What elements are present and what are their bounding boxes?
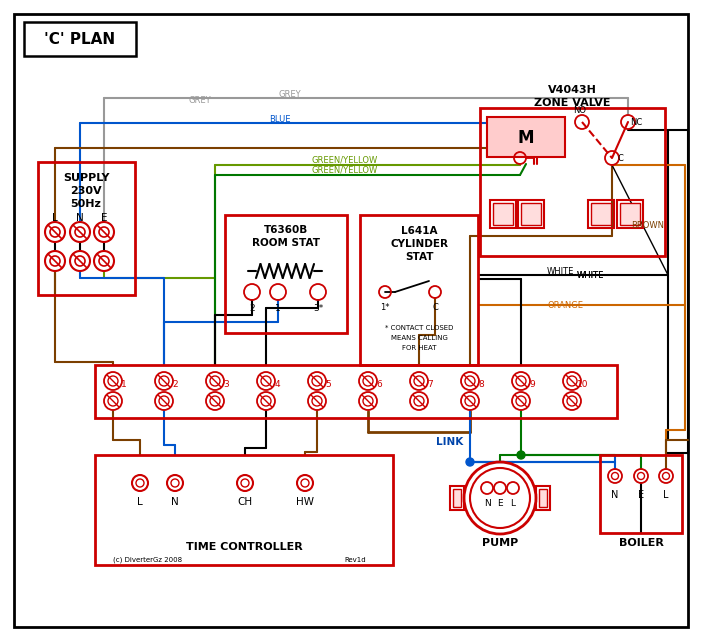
Text: M: M: [518, 129, 534, 147]
Text: LINK: LINK: [437, 437, 463, 447]
FancyBboxPatch shape: [453, 489, 461, 507]
Text: ZONE VALVE: ZONE VALVE: [534, 98, 610, 108]
Text: HW: HW: [296, 497, 314, 507]
Text: PUMP: PUMP: [482, 538, 518, 548]
Text: CH: CH: [237, 497, 253, 507]
Text: 4: 4: [274, 379, 280, 388]
Text: BOILER: BOILER: [618, 538, 663, 548]
Text: BLUE: BLUE: [270, 115, 291, 124]
Text: 8: 8: [478, 379, 484, 388]
Text: L: L: [137, 497, 143, 507]
Text: ORANGE: ORANGE: [547, 301, 583, 310]
Text: N: N: [484, 499, 491, 508]
FancyBboxPatch shape: [521, 203, 541, 225]
Text: T6360B: T6360B: [264, 225, 308, 235]
Text: 1*: 1*: [380, 303, 390, 312]
Text: 1: 1: [275, 303, 281, 313]
Text: E: E: [101, 213, 107, 223]
FancyBboxPatch shape: [493, 203, 513, 225]
Text: 'C' PLAN: 'C' PLAN: [44, 31, 116, 47]
Circle shape: [517, 451, 525, 459]
Text: GREEN/YELLOW: GREEN/YELLOW: [312, 165, 378, 174]
Text: * CONTACT CLOSED: * CONTACT CLOSED: [385, 325, 453, 331]
Text: 3*: 3*: [313, 303, 323, 313]
Text: C: C: [617, 153, 623, 163]
Text: 2: 2: [249, 303, 255, 313]
Text: 9: 9: [529, 379, 535, 388]
Text: GREY: GREY: [279, 90, 301, 99]
Text: L: L: [510, 499, 515, 508]
Text: N: N: [76, 213, 84, 223]
Text: 5: 5: [325, 379, 331, 388]
Text: C: C: [432, 303, 438, 312]
Text: N: N: [171, 497, 179, 507]
Text: NO: NO: [574, 106, 586, 115]
Text: 7: 7: [427, 379, 433, 388]
Text: V4043H: V4043H: [548, 85, 597, 95]
Text: (c) DiverterGz 2008: (c) DiverterGz 2008: [114, 557, 183, 563]
FancyBboxPatch shape: [591, 203, 611, 225]
Text: BROWN: BROWN: [631, 221, 664, 229]
Text: TIME CONTROLLER: TIME CONTROLLER: [185, 542, 303, 552]
Text: WHITE: WHITE: [576, 271, 604, 279]
FancyBboxPatch shape: [539, 489, 547, 507]
Text: E: E: [497, 499, 503, 508]
Text: GREEN/YELLOW: GREEN/YELLOW: [312, 156, 378, 165]
Text: MEANS CALLING: MEANS CALLING: [390, 335, 447, 341]
Text: WHITE: WHITE: [576, 271, 604, 279]
Text: STAT: STAT: [405, 252, 433, 262]
Text: 6: 6: [376, 379, 382, 388]
FancyBboxPatch shape: [24, 22, 136, 56]
Text: L: L: [663, 490, 669, 500]
Text: L: L: [52, 213, 58, 223]
Text: GREY: GREY: [189, 96, 211, 104]
Text: 1: 1: [121, 379, 127, 388]
Text: 3: 3: [223, 379, 229, 388]
Text: 50Hz: 50Hz: [71, 199, 101, 209]
Text: E: E: [638, 490, 644, 500]
Text: NC: NC: [630, 117, 642, 126]
FancyBboxPatch shape: [620, 203, 640, 225]
Text: 10: 10: [577, 379, 589, 388]
FancyBboxPatch shape: [14, 14, 688, 627]
Text: CYLINDER: CYLINDER: [390, 239, 448, 249]
Text: WHITE: WHITE: [546, 267, 574, 276]
Text: L641A: L641A: [401, 226, 437, 236]
Text: SUPPLY: SUPPLY: [62, 173, 110, 183]
Text: Rev1d: Rev1d: [344, 557, 366, 563]
FancyBboxPatch shape: [487, 117, 565, 157]
Text: FOR HEAT: FOR HEAT: [402, 345, 436, 351]
Text: 230V: 230V: [70, 186, 102, 196]
Text: ROOM STAT: ROOM STAT: [252, 238, 320, 248]
Circle shape: [466, 458, 474, 466]
Text: 2: 2: [172, 379, 178, 388]
Text: N: N: [611, 490, 618, 500]
